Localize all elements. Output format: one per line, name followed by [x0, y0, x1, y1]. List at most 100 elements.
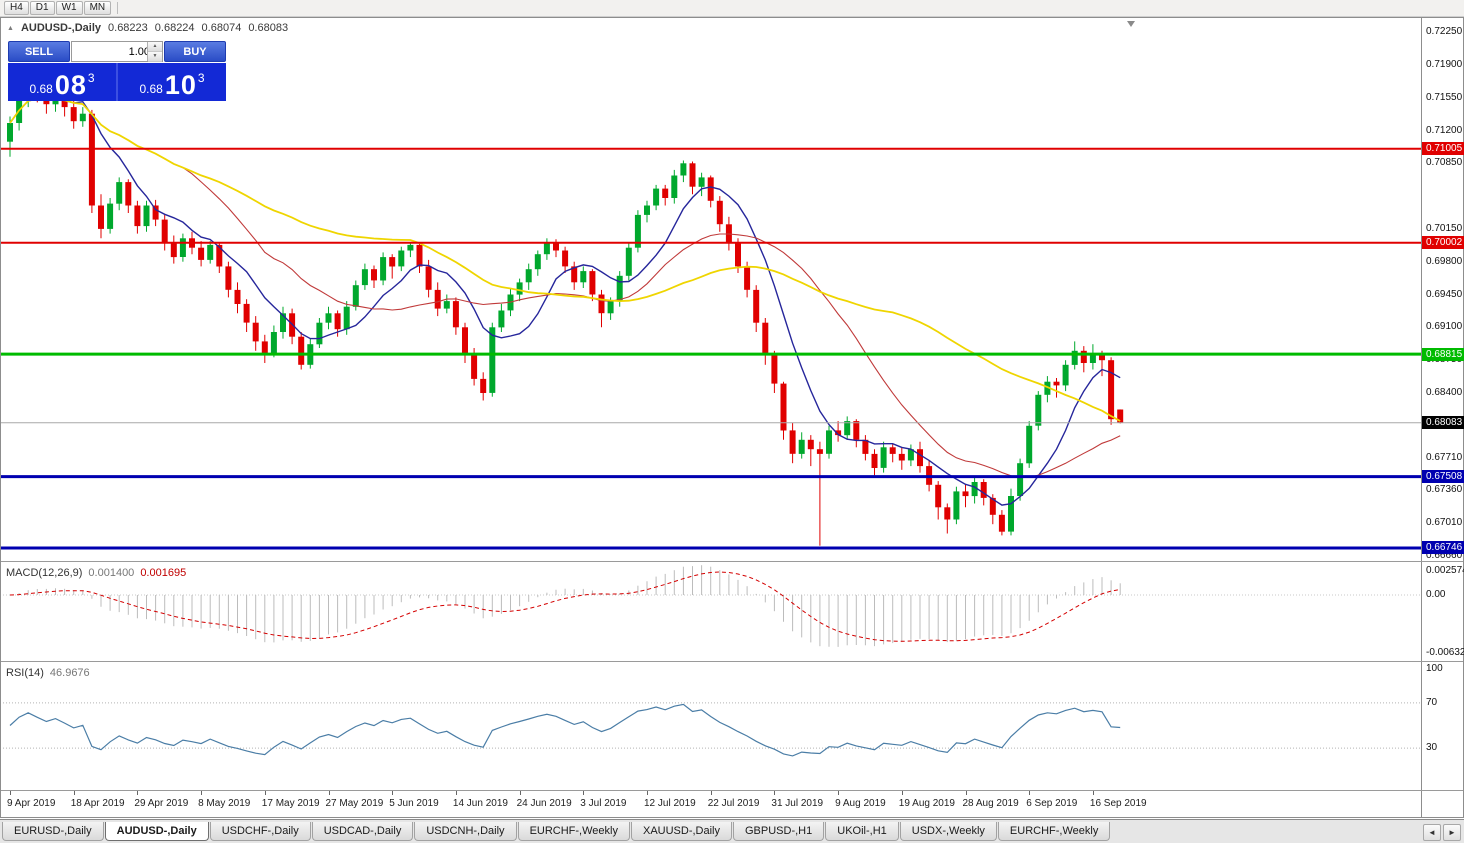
macd-indicator-chart[interactable]: [0, 563, 1422, 660]
timeframe-h4-button[interactable]: H4: [4, 1, 29, 15]
rsi-indicator-chart[interactable]: [0, 663, 1422, 789]
date-tick-mark: [838, 791, 840, 795]
toolbar-separator: [117, 2, 119, 14]
price-level-tag: 0.67508: [1422, 470, 1464, 484]
timeframe-mn-button[interactable]: MN: [83, 1, 112, 15]
rsi-value: 46.9676: [49, 667, 90, 679]
chart-tabs: EURUSD-,Daily AUDUSD-,Daily USDCHF-,Daily U…: [2, 822, 1464, 841]
date-tick-mark: [10, 791, 11, 795]
date-axis-label: 14 Jun 2019: [452, 798, 508, 809]
sell-button[interactable]: SELL: [8, 41, 70, 62]
macd-main-value: 0.001400: [88, 567, 135, 579]
price-axis-label: 0.66660: [1426, 550, 1463, 562]
price-axis-label: 0.71200: [1426, 124, 1463, 136]
ohlc-low: 0.68074: [201, 22, 242, 34]
chart-tab-ukoil-h1[interactable]: UKOil-,H1: [825, 822, 899, 841]
date-axis-label: 8 May 2019: [198, 798, 251, 809]
current-price-tag: 0.68083: [1422, 416, 1464, 430]
chart-tab-usdcnh-daily[interactable]: USDCNH-,Daily: [414, 822, 517, 841]
rsi-axis-label: 30: [1426, 742, 1438, 754]
ohlc-open: 0.68223: [108, 22, 148, 34]
chart-tab-usdchf-daily[interactable]: USDCHF-,Daily: [209, 822, 311, 841]
buy-button[interactable]: BUY: [164, 41, 226, 62]
date-tick-mark: [328, 791, 330, 795]
timeframe-buttons: H4 D1 W1 MN: [4, 1, 112, 15]
date-axis-label: 5 Jun 2019: [389, 798, 439, 809]
price-axis-label: 0.70150: [1426, 222, 1463, 234]
chart-tab-eurchf-weekly[interactable]: EURCHF-,Weekly: [517, 822, 630, 841]
price-axis-label: 0.68400: [1426, 386, 1463, 398]
chart-tab-audusd-daily[interactable]: AUDUSD-,Daily: [104, 822, 209, 841]
date-tick-mark: [73, 791, 75, 795]
price-level-tag: 0.71005: [1422, 142, 1464, 156]
date-axis-label: 6 Sep 2019: [1026, 798, 1078, 809]
date-tick-mark: [583, 791, 585, 795]
date-axis-label: 19 Aug 2019: [898, 798, 955, 809]
price-axis-label: 0.69100: [1426, 321, 1463, 333]
price-axis-label: 0.71550: [1426, 91, 1463, 103]
date-axis-label: 28 Aug 2019: [962, 798, 1019, 809]
sell-price-big-digits: 08: [54, 70, 87, 100]
chart-tab-gbpusd-h1[interactable]: GBPUSD-,H1: [733, 822, 825, 841]
date-axis-label: 18 Apr 2019: [70, 798, 125, 809]
rsi-axis-label: 70: [1426, 696, 1438, 708]
date-tick-mark: [137, 791, 139, 795]
rsi-header: RSI(14) 46.9676: [6, 667, 90, 679]
chart-symbol-label: AUDUSD-,Daily: [20, 22, 102, 34]
macd-header: MACD(12,26,9) 0.001400 0.001695: [6, 567, 186, 579]
date-axis-label: 17 May 2019: [261, 798, 320, 809]
macd-name: MACD(12,26,9): [6, 567, 83, 579]
macd-axis-label: 0.00: [1426, 588, 1446, 600]
price-axis-label: 0.70850: [1426, 157, 1463, 169]
sell-price-pip-digit: 3: [87, 71, 95, 85]
chart-tab-usdcad-daily[interactable]: USDCAD-,Daily: [311, 822, 414, 841]
date-tick-mark: [774, 791, 776, 795]
price-level-tag: 0.66746: [1422, 541, 1464, 555]
chart-tab-xauusd-daily[interactable]: XAUUSD-,Daily: [630, 822, 732, 841]
price-axis-label: 0.67010: [1426, 517, 1463, 529]
price-axis-label: 0.67360: [1426, 484, 1463, 496]
chart-tab-eurusd-daily[interactable]: EURUSD-,Daily: [2, 822, 104, 841]
price-chart[interactable]: [0, 19, 1422, 561]
chart-tab-eurchf-weekly[interactable]: EURCHF-,Weekly: [997, 822, 1111, 841]
date-tick-mark: [1092, 791, 1094, 795]
chart-quote-header: ▲ AUDUSD-,Daily 0.68223 0.68224 0.68074 …: [7, 22, 288, 34]
timeframe-w1-button[interactable]: W1: [55, 1, 83, 15]
price-axis-label: 0.72250: [1426, 26, 1463, 38]
panel-separator-rsi[interactable]: [0, 661, 1464, 662]
timeframe-d1-button[interactable]: D1: [29, 1, 55, 15]
date-tick-mark: [965, 791, 967, 795]
sell-price-prefix: 0.68: [29, 82, 53, 96]
rsi-axis-label: 100: [1426, 663, 1443, 674]
price-level-tag: 0.70002: [1422, 236, 1464, 250]
date-tick-mark: [647, 791, 648, 795]
sell-price-display[interactable]: 0.68 08 3: [8, 63, 116, 101]
panel-separator-macd[interactable]: [0, 561, 1464, 562]
date-tick-mark: [519, 791, 521, 795]
date-tick-mark: [1029, 791, 1031, 795]
price-divider: [116, 63, 118, 101]
tab-scroll-left-icon[interactable]: ◄: [1423, 824, 1441, 841]
date-axis: 9 Apr 2019 18 Apr 2019 29 Apr 2019 8 May 20…: [0, 791, 1421, 818]
date-tick-mark: [201, 791, 203, 795]
date-axis-label: 9 Apr 2019: [7, 798, 56, 809]
chart-shift-marker: [1127, 21, 1135, 27]
price-axis-label: 0.71900: [1426, 58, 1463, 70]
volume-increase-button[interactable]: ▲: [148, 42, 162, 52]
rsi-name: RSI(14): [6, 667, 44, 679]
volume-stepper[interactable]: ▲ ▼: [71, 41, 163, 62]
date-axis-label: 31 Jul 2019: [771, 798, 824, 809]
date-axis-separator: [0, 790, 1464, 791]
price-axis-label: 0.67710: [1426, 451, 1463, 463]
tab-scroll-right-icon[interactable]: ►: [1443, 824, 1461, 841]
buy-price-prefix: 0.68: [139, 82, 163, 96]
buy-price-display[interactable]: 0.68 10 3: [118, 63, 226, 101]
buy-price-pip-digit: 3: [197, 71, 205, 85]
date-axis-label: 3 Jul 2019: [580, 798, 627, 809]
volume-decrease-button[interactable]: ▼: [148, 52, 162, 62]
volume-input[interactable]: [72, 42, 152, 61]
chart-tab-usdx-weekly[interactable]: USDX-,Weekly: [899, 822, 997, 841]
chart-tab-bar: EURUSD-,Daily AUDUSD-,Daily USDCHF-,Daily U…: [0, 819, 1464, 843]
date-tick-mark: [392, 791, 394, 795]
